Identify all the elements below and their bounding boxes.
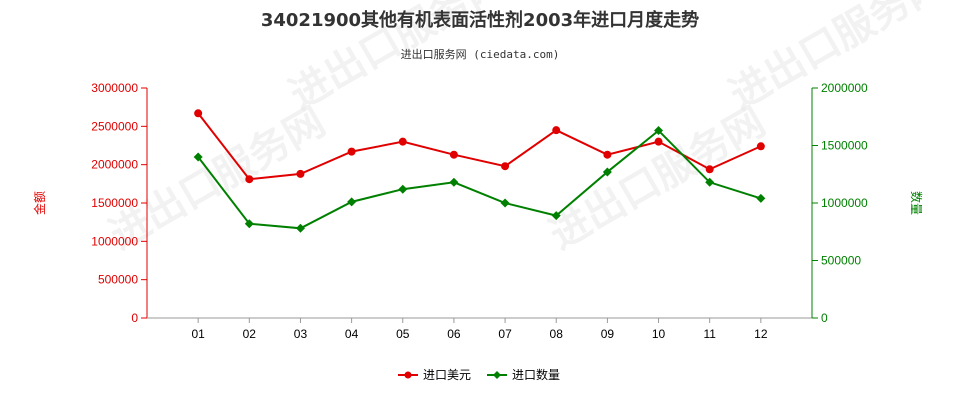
x-tick-label: 12 bbox=[754, 327, 768, 341]
x-tick-label: 08 bbox=[550, 327, 564, 341]
series-quantity bbox=[193, 126, 766, 233]
chart-title: 34021900其他有机表面活性剂2003年进口月度走势 bbox=[261, 9, 699, 31]
x-tick-label: 03 bbox=[294, 327, 308, 341]
right-tick-label: 1000000 bbox=[821, 196, 868, 210]
x-tick-label: 10 bbox=[652, 327, 666, 341]
left-tick-label: 1500000 bbox=[91, 196, 138, 210]
data-point bbox=[245, 175, 254, 184]
watermark-text: 进出口服务网 bbox=[542, 99, 773, 259]
data-point bbox=[398, 184, 408, 194]
watermark-text: 进出口服务网 bbox=[722, 0, 953, 119]
data-point bbox=[449, 177, 459, 187]
data-point bbox=[347, 147, 356, 156]
data-point bbox=[500, 198, 510, 208]
data-point bbox=[398, 137, 407, 146]
legend-quantity-marker bbox=[493, 371, 501, 379]
legend-amount-label: 进口美元 bbox=[423, 368, 471, 382]
data-point bbox=[552, 126, 561, 135]
data-point bbox=[193, 152, 203, 162]
x-tick-label: 05 bbox=[396, 327, 410, 341]
x-tick-label: 09 bbox=[601, 327, 615, 341]
series-amount bbox=[194, 109, 765, 184]
x-tick-label: 01 bbox=[191, 327, 205, 341]
data-point bbox=[603, 150, 612, 159]
right-tick-label: 0 bbox=[821, 311, 828, 325]
data-point bbox=[654, 126, 664, 136]
right-tick-label: 500000 bbox=[821, 254, 861, 268]
series-line bbox=[197, 129, 762, 230]
left-tick-label: 2000000 bbox=[91, 158, 138, 172]
left-tick-label: 1000000 bbox=[91, 234, 138, 248]
legend-item-amount: 进口美元 bbox=[398, 368, 471, 382]
left-tick-label: 500000 bbox=[98, 273, 138, 287]
data-point bbox=[654, 137, 663, 146]
left-tick-label: 2500000 bbox=[91, 119, 138, 133]
x-tick-label: 11 bbox=[703, 327, 716, 341]
data-point bbox=[705, 177, 715, 187]
data-point bbox=[296, 169, 305, 178]
data-point bbox=[194, 109, 203, 118]
x-ticks: 01 02 03 04 05 06 07 08 09 10 11 12 bbox=[191, 318, 768, 341]
x-tick-label: 02 bbox=[243, 327, 257, 341]
data-point bbox=[295, 223, 305, 233]
left-tick-label: 3000000 bbox=[91, 81, 138, 95]
right-tick-label: 2000000 bbox=[821, 81, 868, 95]
x-tick-label: 07 bbox=[498, 327, 512, 341]
data-point bbox=[244, 219, 254, 229]
right-y-ticks: 0 500000 1000000 1500000 2000000 bbox=[812, 81, 868, 325]
left-tick-label: 0 bbox=[131, 311, 138, 325]
right-axis-label: 数量 bbox=[909, 191, 924, 215]
data-point bbox=[705, 165, 714, 174]
left-axis-label: 金额 bbox=[32, 191, 47, 215]
data-point bbox=[551, 211, 561, 221]
x-tick-label: 06 bbox=[447, 327, 461, 341]
x-tick-label: 04 bbox=[345, 327, 359, 341]
data-point bbox=[756, 193, 766, 203]
data-point bbox=[501, 162, 510, 171]
legend: 进口美元 进口数量 bbox=[398, 367, 560, 382]
series-line bbox=[197, 112, 762, 181]
chart-subtitle: 进出口服务网 (ciedata.com) bbox=[401, 47, 560, 61]
data-point bbox=[602, 167, 612, 177]
right-tick-label: 1500000 bbox=[821, 139, 868, 153]
left-y-ticks: 0 500000 1000000 1500000 2000000 2500000 30000… bbox=[91, 81, 147, 325]
legend-amount-marker bbox=[404, 371, 412, 379]
data-point bbox=[347, 197, 357, 207]
legend-quantity-label: 进口数量 bbox=[512, 367, 560, 382]
legend-item-quantity: 进口数量 bbox=[487, 367, 560, 382]
series-layer bbox=[193, 109, 766, 233]
data-point bbox=[756, 142, 765, 151]
data-point bbox=[449, 150, 458, 159]
